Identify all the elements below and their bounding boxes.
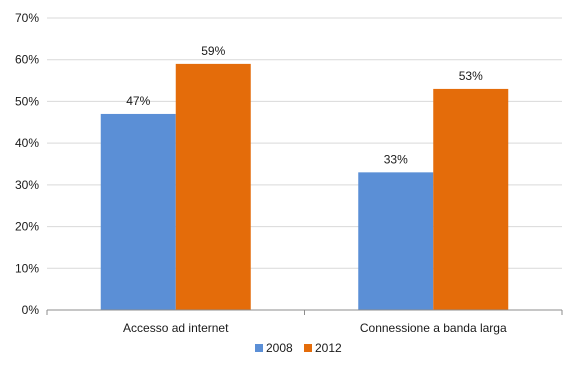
legend-label: 2008: [266, 341, 293, 355]
y-tick-label: 0%: [22, 303, 40, 317]
data-label: 53%: [459, 69, 483, 83]
x-category-label: Connessione a banda larga: [360, 321, 507, 335]
y-tick-label: 20%: [15, 220, 39, 234]
data-labels: 47% 59% 33% 53%: [126, 44, 483, 166]
y-tick-label: 30%: [15, 178, 39, 192]
legend-swatch-2012: [304, 344, 312, 352]
data-label: 59%: [201, 44, 225, 58]
legend-label: 2012: [315, 341, 342, 355]
bar-2008: [100, 113, 176, 310]
x-axis: Accesso ad internet Connessione a banda l…: [46, 309, 563, 335]
y-tick-label: 60%: [15, 53, 39, 67]
y-tick-label: 10%: [15, 261, 39, 275]
data-label: 47%: [126, 94, 150, 108]
bar-2008: [358, 172, 434, 310]
bar-2012: [175, 63, 251, 311]
legend-swatch-2008: [255, 344, 263, 352]
legend: 2008 2012: [255, 341, 342, 355]
x-category-label: Accesso ad internet: [123, 321, 229, 335]
y-axis-ticks: 0% 10% 20% 30% 40% 50% 60% 70%: [15, 11, 39, 317]
bar-2012: [433, 88, 509, 311]
data-label: 33%: [384, 152, 408, 166]
y-tick-label: 70%: [15, 11, 39, 25]
bars: [100, 63, 509, 311]
y-tick-label: 50%: [15, 94, 39, 108]
y-tick-label: 40%: [15, 136, 39, 150]
